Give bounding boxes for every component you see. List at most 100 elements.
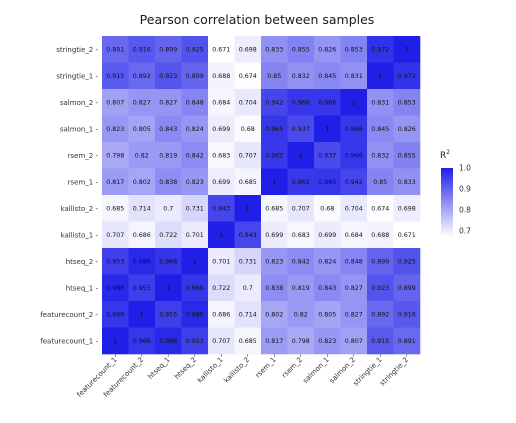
heatmap-cell-label: 0.674 [371,205,389,212]
heatmap-cell [314,221,341,249]
heatmap-cell-label: 0.842 [292,258,310,265]
heatmap-cell-label: 0.915 [106,73,124,80]
heatmap-cell-label: 0.707 [292,205,310,212]
heatmap-cell [393,62,421,90]
heatmap-cell-label: 0.824 [318,258,336,265]
heatmap-cell [102,195,129,222]
heatmap-cell [208,89,235,116]
heatmap-cell-label: 0.701 [212,258,230,265]
heatmap-cell [155,274,182,302]
heatmap-cell [128,221,156,249]
heatmap-cell-label: 0.937 [292,126,310,133]
heatmap-cell [102,142,129,169]
heatmap-cell [367,89,394,116]
heatmap-cell [367,221,394,249]
heatmap-cell-label: 1 [113,338,117,345]
heatmap-cell-label: 0.943 [212,205,230,212]
y-axis-tick-labels: stringtie_2 - stringtie_1 - salmon_2 - salm… [40,46,98,346]
heatmap-cell-label: 0.798 [292,338,310,345]
heatmap-cell [208,168,235,196]
heatmap-cell-label: 0.802 [265,311,283,318]
heatmap-cell-label: 1 [352,99,356,106]
y-tick-label: salmon_1 - [60,125,99,133]
color-legend: R2 1.0 0.9 0.8 0.7 [440,149,471,237]
heatmap-cell [367,142,394,169]
heatmap-cell [367,115,394,143]
heatmap-cell [367,327,394,355]
heatmap-cell-label: 0.827 [345,285,363,292]
heatmap-cell [261,168,288,196]
heatmap-cell-label: 1 [193,258,197,265]
heatmap-cell [208,248,235,275]
x-tick-label: rsem_1 [254,356,278,380]
heatmap-cell [287,115,315,143]
heatmap-cell-label: 1 [219,232,223,239]
heatmap-cell [102,168,129,196]
heatmap-cell-label: 1 [140,311,144,318]
heatmap-cell-label: 0.707 [106,232,124,239]
heatmap-cell-label: 0.807 [106,99,124,106]
heatmap-cell [128,195,156,222]
heatmap-cell-label: 0.85 [267,73,281,80]
heatmap-cell-label: 0.819 [292,285,310,292]
y-tick-label: featurecount_1 - [40,337,98,345]
heatmap-cell-label: 0.671 [212,46,230,53]
heatmap-cell-label: 0.805 [318,311,336,318]
heatmap-cell-label: 0.85 [373,179,387,186]
heatmap-cell [340,89,368,116]
heatmap-cell-label: 0.707 [212,338,230,345]
legend-tick-label: 0.9 [459,185,471,194]
y-tick-label: stringtie_1 - [56,72,98,80]
heatmap-cell-label: 0.986 [106,285,124,292]
heatmap-cell-label: 1 [405,46,409,53]
heatmap-cell [393,301,421,328]
heatmap-cell [393,36,421,63]
legend-title-superscript: 2 [446,149,450,156]
heatmap-cell [234,195,262,222]
heatmap-cell-label: 0.845 [318,73,336,80]
heatmap-cell [261,89,288,116]
heatmap-cell [102,327,129,355]
heatmap-cell-label: 0.819 [159,152,177,159]
heatmap-cell-label: 0.805 [133,126,151,133]
heatmap-cell [340,327,368,355]
heatmap-cell-label: 0.899 [186,73,204,80]
heatmap-cell-label: 0.891 [106,46,124,53]
heatmap-cell-label: 1 [272,179,276,186]
heatmap-cell [367,195,394,222]
heatmap-cell [102,221,129,249]
x-tick-label: htseq_2 [173,356,198,381]
heatmap-cell [340,301,368,328]
heatmap-cell [181,36,209,63]
heatmap-cell [234,115,262,143]
heatmap-cell [314,195,341,222]
heatmap-cell [155,327,182,355]
heatmap-cell-label: 0.966 [292,99,310,106]
heatmap-cell [340,274,368,302]
heatmap-cell [181,115,209,143]
heatmap-cell-label: 0.817 [106,179,124,186]
heatmap-cell [340,62,368,90]
x-tick-label: rsem_2 [280,356,304,380]
heatmap-cell-label: 0.968 [186,285,204,292]
heatmap-cell-label: 0.823 [106,126,124,133]
heatmap-cell [234,301,262,328]
heatmap-cell-label: 0.832 [292,73,310,80]
heatmap-cell-label: 1 [299,152,303,159]
heatmap-cell-label: 0.916 [133,46,151,53]
heatmap-cell [102,301,129,328]
heatmap-cell [181,221,209,249]
heatmap-cell-label: 0.714 [133,205,151,212]
chart-title: Pearson correlation between samples [140,12,375,27]
legend-title: R2 [440,149,450,161]
heatmap-cell-label: 0.966 [106,311,124,318]
heatmap-cell-label: 0.698 [398,205,416,212]
heatmap-cell-label: 0.699 [265,232,283,239]
heatmap-cell-label: 0.824 [186,126,204,133]
heatmap-cell-label: 0.848 [186,99,204,106]
heatmap-cell-label: 0.986 [186,311,204,318]
heatmap-cell [208,36,235,63]
heatmap-cell [155,248,182,275]
heatmap-cell-label: 0.986 [133,258,151,265]
